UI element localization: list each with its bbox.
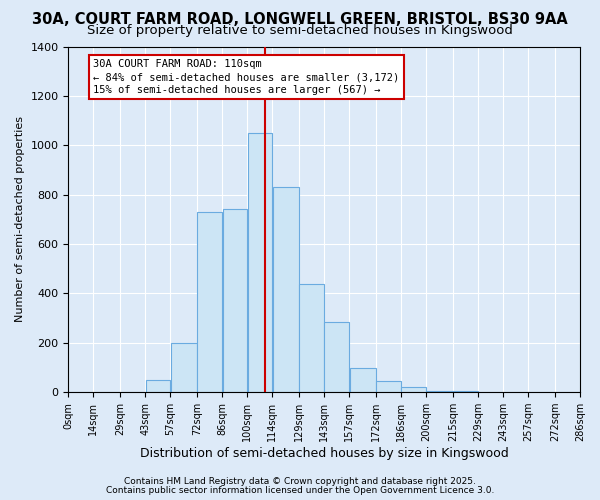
Text: 30A COURT FARM ROAD: 110sqm
← 84% of semi-detached houses are smaller (3,172)
15: 30A COURT FARM ROAD: 110sqm ← 84% of sem… [94,59,400,95]
Bar [376,381,401,392]
Bar [146,380,170,392]
Text: 30A, COURT FARM ROAD, LONGWELL GREEN, BRISTOL, BS30 9AA: 30A, COURT FARM ROAD, LONGWELL GREEN, BR… [32,12,568,28]
Text: Contains public sector information licensed under the Open Government Licence 3.: Contains public sector information licen… [106,486,494,495]
Bar [401,388,426,392]
Text: Size of property relative to semi-detached houses in Kingswood: Size of property relative to semi-detach… [87,24,513,37]
Y-axis label: Number of semi-detached properties: Number of semi-detached properties [15,116,25,322]
Bar [325,322,349,392]
Bar [197,212,222,392]
Bar [427,391,453,392]
Bar [350,368,376,392]
Bar [299,284,324,392]
Bar [170,343,197,392]
Text: Contains HM Land Registry data © Crown copyright and database right 2025.: Contains HM Land Registry data © Crown c… [124,477,476,486]
Bar [223,210,247,392]
Bar [248,133,272,392]
X-axis label: Distribution of semi-detached houses by size in Kingswood: Distribution of semi-detached houses by … [140,447,509,460]
Bar [272,188,299,392]
